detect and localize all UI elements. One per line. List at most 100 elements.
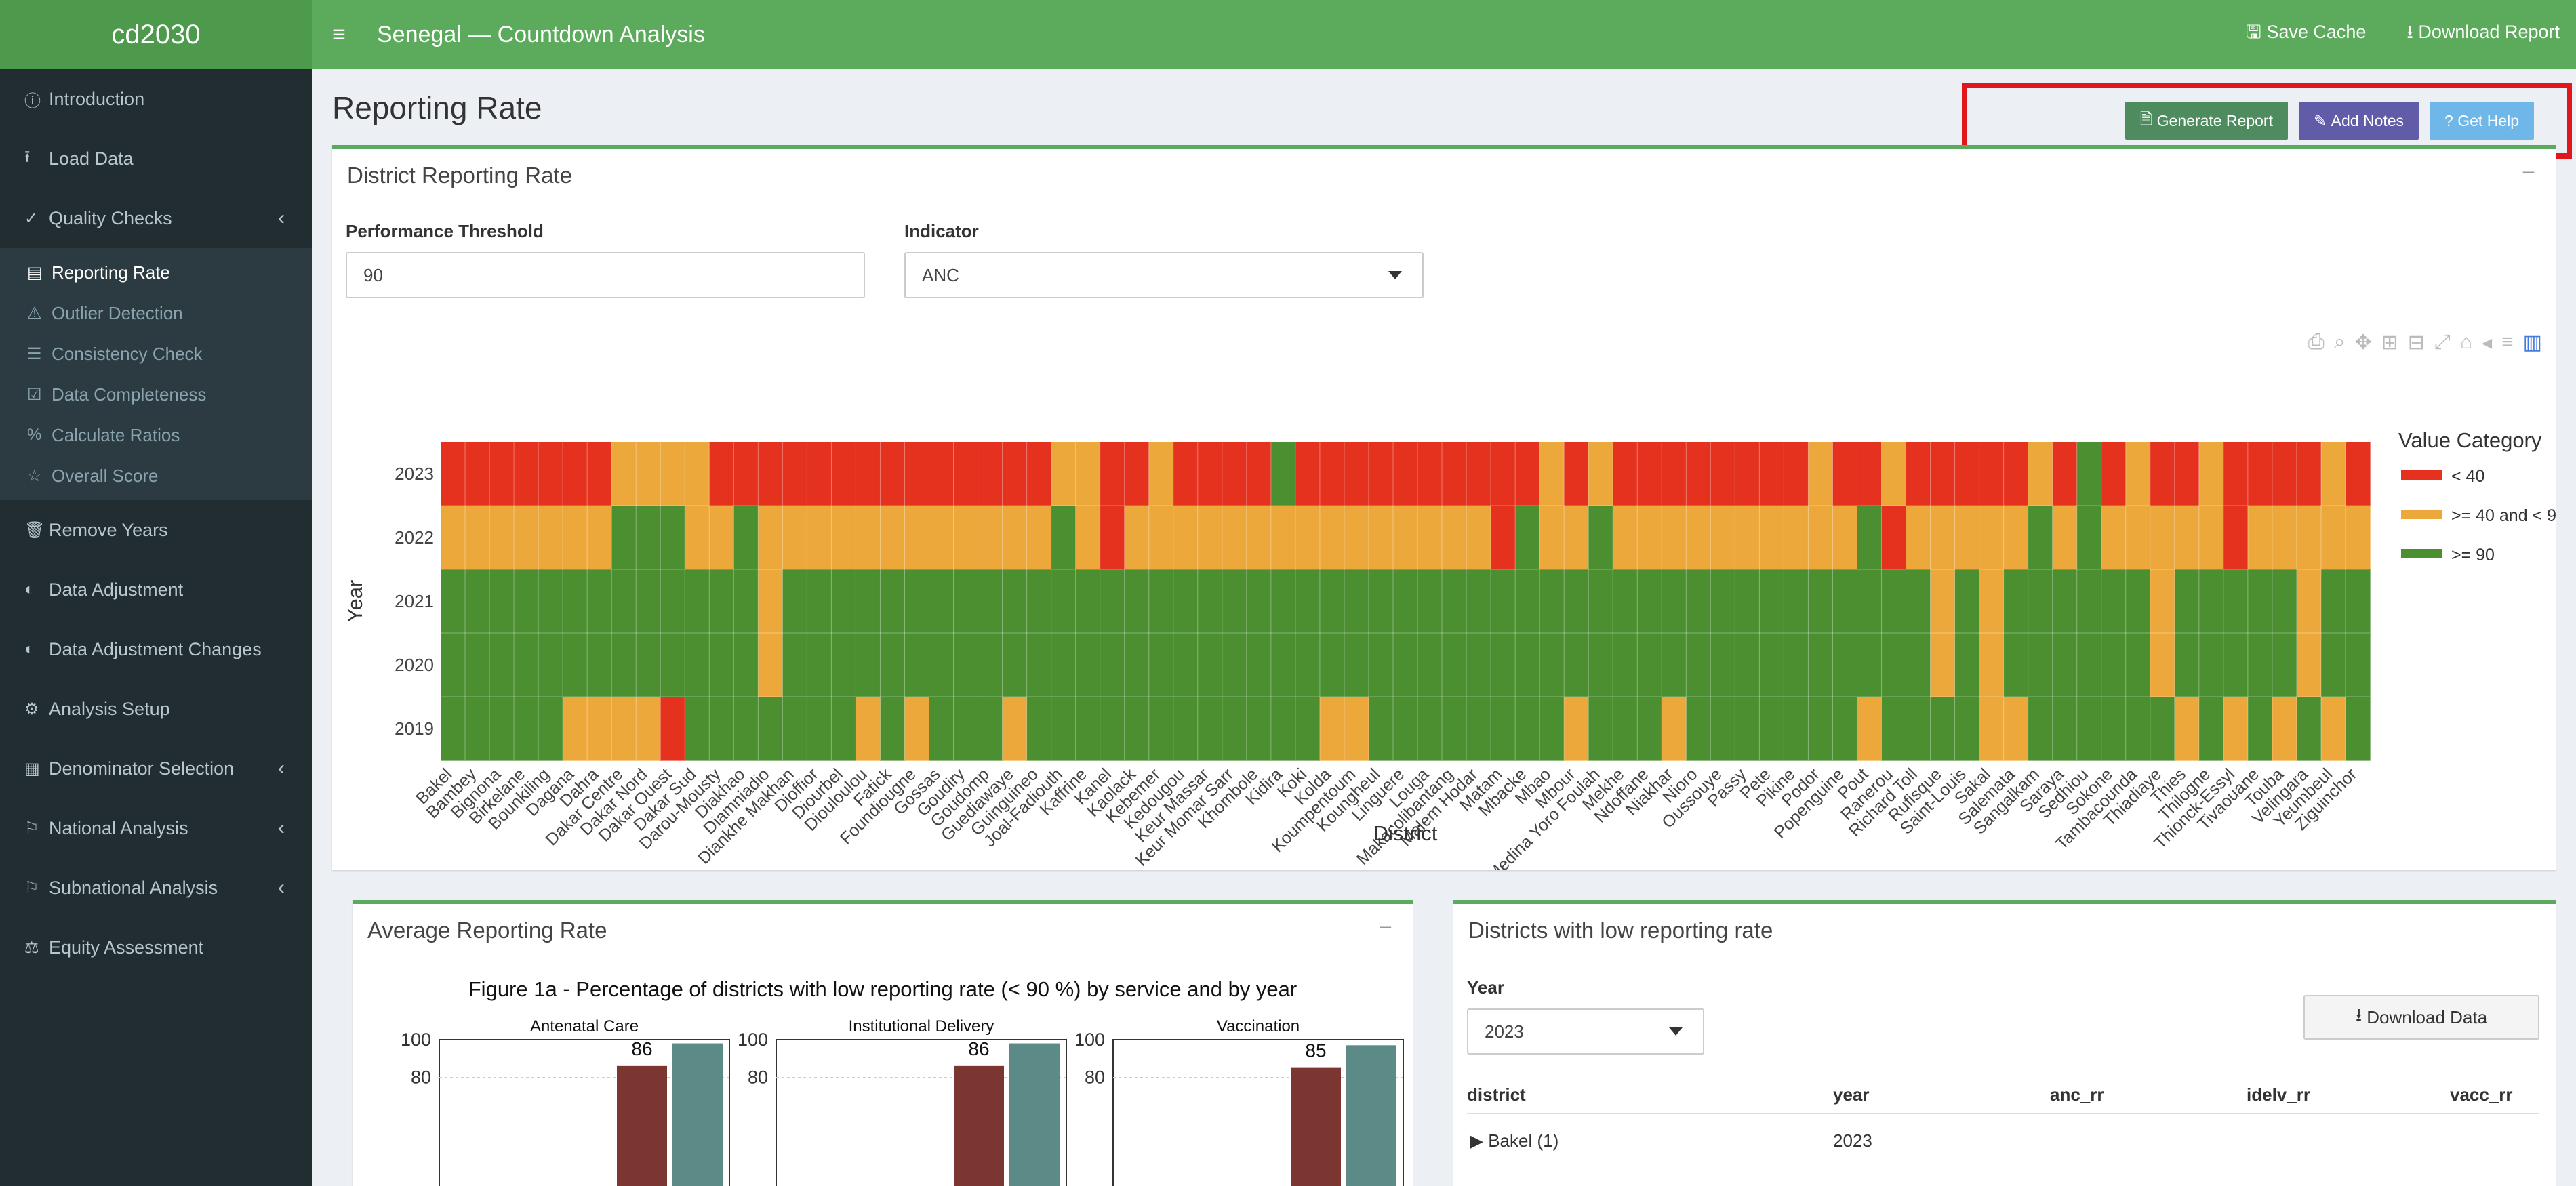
- sidebar-item-subnational-analysis[interactable]: ⚐ Subnational Analysis ‹: [0, 858, 312, 918]
- sidebar-item-outlier-detection[interactable]: ⚠ Outlier Detection: [0, 293, 312, 333]
- camera-icon[interactable]: ⎙: [2308, 331, 2325, 353]
- heatmap-cell: [2028, 569, 2053, 634]
- sidebar-item-quality-checks[interactable]: ✓ Quality Checks ‹: [0, 188, 312, 248]
- sidebar-item-load-data[interactable]: ⭱ Load Data: [0, 129, 312, 188]
- download-report-button[interactable]: ⭳ Download Report: [2407, 19, 2560, 50]
- heatmap-cell: [1564, 506, 1589, 570]
- heatmap-cell: [563, 697, 588, 761]
- district-reporting-box: District Reporting Rate − Performance Th…: [332, 145, 2556, 870]
- sidebar-item-data-adjustment-changes[interactable]: ◐ Data Adjustment Changes: [0, 619, 312, 679]
- heatmap-cell: [514, 633, 539, 697]
- heatmap-cell: [1759, 697, 1784, 761]
- x-axis-title: District: [1373, 821, 1438, 845]
- heatmap-cell: [1197, 442, 1223, 506]
- generate-report-button[interactable]: 🗎 Generate Report: [2125, 102, 2288, 140]
- heatmap-cell: [1368, 633, 1394, 697]
- zoom-icon[interactable]: ⌕: [2333, 331, 2346, 353]
- heatmap-cell: [1784, 442, 1809, 506]
- heatmap-cell: [1026, 442, 1052, 506]
- heatmap-cell: [1417, 633, 1443, 697]
- heatmap-cell: [1124, 506, 1150, 570]
- sidebar-item-reporting-rate[interactable]: ▤ Reporting Rate: [0, 252, 312, 293]
- year-select[interactable]: 2023: [1467, 1008, 1704, 1055]
- file-icon: 🗎: [2139, 109, 2153, 127]
- home-icon[interactable]: ⌂: [2459, 331, 2473, 353]
- chevron-left-icon: ‹: [278, 876, 285, 899]
- heatmap-cell: [1392, 697, 1418, 761]
- heatmap-cell: [563, 633, 588, 697]
- legend-label: < 40: [2451, 467, 2484, 486]
- heatmap-cell: [1392, 569, 1418, 634]
- sidebar-item-denominator-selection[interactable]: ▦ Denominator Selection ‹: [0, 739, 312, 798]
- sidebar-item-remove-years[interactable]: 🗑 Remove Years: [0, 500, 312, 560]
- heatmap-cell: [709, 633, 734, 697]
- table-header-vacc-rr[interactable]: vacc_rr: [2450, 1084, 2513, 1105]
- heatmap-cell: [831, 633, 857, 697]
- threshold-input[interactable]: 90: [346, 252, 865, 298]
- save-cache-button[interactable]: 🖫 Save Cache: [2246, 19, 2367, 50]
- download-data-button[interactable]: ⭳ Download Data: [2303, 995, 2539, 1040]
- top-navbar: ≡ Senegal — Countdown Analysis 🖫 Save Ca…: [312, 0, 2576, 69]
- sidebar-item-analysis-setup[interactable]: ⚙ Analysis Setup: [0, 679, 312, 739]
- heatmap-cell: [733, 569, 759, 634]
- legend-swatch: [2401, 549, 2442, 558]
- heatmap-cell: [929, 569, 954, 634]
- heatmap-cell: [1491, 442, 1516, 506]
- autoscale-icon[interactable]: ⤢: [2434, 331, 2451, 353]
- heatmap-cell: [807, 633, 832, 697]
- bar-y-tick-label: 100: [738, 1029, 768, 1050]
- heatmap-cell: [1881, 569, 1907, 634]
- get-help-button[interactable]: ? Get Help: [2430, 102, 2534, 140]
- heatmap-cell: [2247, 697, 2273, 761]
- sidebar-item-calculate-ratios[interactable]: % Calculate Ratios: [0, 415, 312, 455]
- pan-icon[interactable]: ✥: [2354, 331, 2372, 354]
- sidebar-item-equity-assessment[interactable]: ⚖ Equity Assessment: [0, 918, 312, 977]
- table-header-idelv-rr[interactable]: idelv_rr: [2247, 1084, 2310, 1105]
- hamburger-menu-icon[interactable]: ≡: [332, 21, 346, 47]
- zoom-in-icon[interactable]: ⊞: [2381, 331, 2398, 354]
- heatmap-cell: [685, 442, 710, 506]
- heatmap-cell: [489, 506, 515, 570]
- heatmap-cell: [1295, 633, 1321, 697]
- indicator-select[interactable]: ANC: [904, 252, 1424, 298]
- sidebar-item-data-completeness[interactable]: ☑ Data Completeness: [0, 374, 312, 415]
- heatmap-cell: [1637, 442, 1662, 506]
- heatmap-cell: [1857, 697, 1883, 761]
- sidebar-item-label: Analysis Setup: [49, 698, 170, 719]
- sidebar-item-introduction[interactable]: ⓘ Introduction: [0, 69, 312, 129]
- table-cell-year: 2023: [1833, 1130, 1872, 1151]
- bar-y-tick-label: 80: [411, 1067, 431, 1088]
- heatmap-cell: [1759, 569, 1784, 634]
- table-header-district[interactable]: district: [1467, 1084, 1526, 1105]
- heatmap-cell: [782, 442, 807, 506]
- add-notes-button[interactable]: ✎ Add Notes: [2298, 102, 2419, 140]
- collapse-icon[interactable]: −: [2522, 160, 2535, 186]
- table-header-year[interactable]: year: [1833, 1084, 1870, 1105]
- heatmap-cell: [2272, 442, 2297, 506]
- heatmap-cell: [465, 633, 490, 697]
- heatmap-cell: [1759, 633, 1784, 697]
- sidebar-item-national-analysis[interactable]: ⚐ National Analysis ‹: [0, 798, 312, 858]
- heatmap-cell: [1710, 442, 1735, 506]
- collapse-icon[interactable]: −: [1379, 915, 1392, 941]
- sidebar-item-consistency-check[interactable]: ☰ Consistency Check: [0, 333, 312, 374]
- upload-icon: ⭱: [24, 147, 31, 166]
- spike-icon[interactable]: ◂: [2482, 331, 2493, 354]
- brand-logo[interactable]: cd2030: [0, 0, 312, 69]
- heatmap-cell: [953, 506, 979, 570]
- table-header-anc-rr[interactable]: anc_rr: [2050, 1084, 2104, 1105]
- heatmap-cell: [733, 633, 759, 697]
- table-cell-district[interactable]: ▶ Bakel (1): [1470, 1130, 1559, 1151]
- heatmap-cell: [1539, 633, 1565, 697]
- sidebar-item-overall-score[interactable]: ☆ Overall Score: [0, 455, 312, 496]
- heatmap-cell: [1197, 633, 1223, 697]
- flag-icon: ⚐: [24, 878, 39, 897]
- sidebar-item-data-adjustment[interactable]: ◐ Data Adjustment: [0, 560, 312, 619]
- plotly-logo-icon[interactable]: ▥: [2522, 331, 2542, 354]
- heatmap-cell: [1906, 633, 1931, 697]
- compare-icon[interactable]: ≡: [2501, 331, 2514, 353]
- chevron-down-icon: [1388, 271, 1402, 279]
- heatmap-cell: [1148, 569, 1174, 634]
- heatmap-cell: [660, 506, 685, 570]
- zoom-out-icon[interactable]: ⊟: [2407, 331, 2425, 354]
